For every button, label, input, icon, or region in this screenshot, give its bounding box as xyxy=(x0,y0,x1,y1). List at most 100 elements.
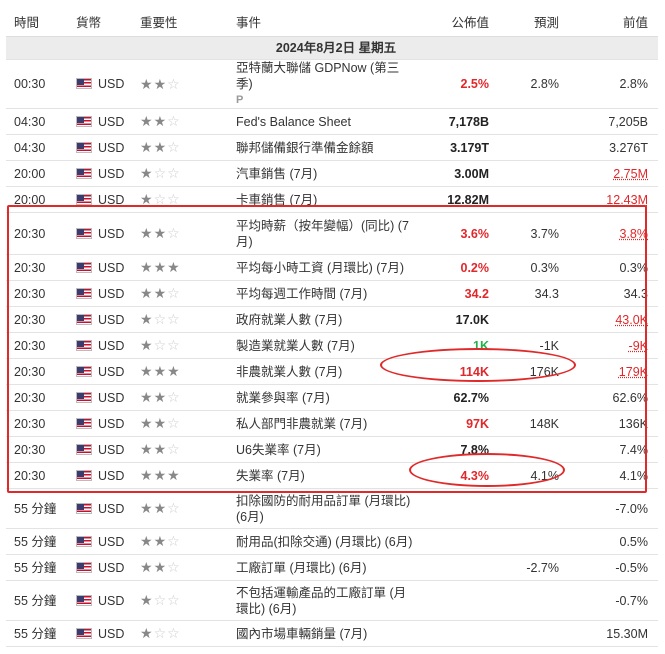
time-cell: 20:30 xyxy=(6,410,68,437)
event-cell[interactable]: 非農就業人數 (7月) xyxy=(228,358,414,385)
forecast-cell xyxy=(499,580,569,621)
us-flag-icon xyxy=(76,78,92,89)
col-currency[interactable]: 貨幣 xyxy=(68,6,132,37)
event-cell[interactable]: 汽車銷售 (7月) xyxy=(228,160,414,187)
event-cell[interactable]: 工廠訂單 (月環比) (6月) xyxy=(228,554,414,581)
table-row[interactable]: 20:30 USD ★☆☆ 政府就業人數 (7月) 17.0K 43.0K xyxy=(6,306,658,333)
importance-cell: ★★☆ xyxy=(132,108,228,135)
table-row[interactable]: 55 分鐘 USD ★★☆ 耐用品(扣除交通) (月環比) (6月) 0.5% xyxy=(6,528,658,555)
event-cell[interactable]: 亞特蘭大聯儲 GDPNow (第三季) P xyxy=(228,59,414,109)
table-row[interactable]: 20:30 USD ★★★ 失業率 (7月) 4.3% 4.1% 4.1% xyxy=(6,462,658,489)
table-row[interactable]: 20:30 USD ★★☆ U6失業率 (7月) 7.8% 7.4% xyxy=(6,436,658,463)
event-name[interactable]: 亞特蘭大聯儲 GDPNow (第三季) xyxy=(236,61,400,91)
event-cell[interactable]: 平均每小時工資 (月環比) (7月) xyxy=(228,254,414,281)
star-filled-icon: ★ xyxy=(153,500,168,516)
event-name[interactable]: 政府就業人數 (7月) xyxy=(236,312,343,327)
event-cell[interactable]: Fed's Balance Sheet xyxy=(228,108,414,135)
col-time[interactable]: 時間 xyxy=(6,6,68,37)
currency-label: USD xyxy=(98,338,125,353)
currency-label: USD xyxy=(98,166,125,181)
table-row[interactable]: 04:30 USD ★★☆ 聯邦儲備銀行準備金餘額 3.179T 3.276T xyxy=(6,134,658,161)
event-cell[interactable]: 卡車銷售 (7月) xyxy=(228,186,414,213)
event-name[interactable]: Fed's Balance Sheet xyxy=(236,114,351,129)
event-name[interactable]: 失業率 (7月) xyxy=(236,468,305,483)
event-name[interactable]: 不包括運輸產品的工廠訂單 (月環比) (6月) xyxy=(236,585,407,616)
table-row[interactable]: 20:30 USD ★★☆ 平均每週工作時間 (7月) 34.2 34.3 34.3 xyxy=(6,280,658,307)
currency-cell: USD xyxy=(68,134,132,161)
col-event[interactable]: 事件 xyxy=(228,6,414,37)
event-name[interactable]: 國內市場車輛銷量 (7月) xyxy=(236,626,368,641)
actual-cell: 7,178B xyxy=(414,108,499,135)
col-previous[interactable]: 前值 xyxy=(569,6,658,37)
event-name[interactable]: 聯邦儲備銀行準備金餘額 xyxy=(236,140,374,155)
star-empty-icon: ☆ xyxy=(167,285,181,301)
event-name[interactable]: 汽車銷售 (7月) xyxy=(236,166,318,181)
event-cell[interactable]: 製造業就業人數 (7月) xyxy=(228,332,414,359)
event-cell[interactable]: 失業率 (7月) xyxy=(228,462,414,489)
table-row[interactable]: 55 分鐘 USD ★★☆ 扣除國防的耐用品訂單 (月環比) (6月) -7.0% xyxy=(6,488,658,529)
star-empty-icon: ☆ xyxy=(167,592,181,608)
table-row[interactable]: 20:30 USD ★★★ 非農就業人數 (7月) 114K 176K 179K xyxy=(6,358,658,385)
event-name[interactable]: 工廠訂單 (月環比) (6月) xyxy=(236,560,367,575)
time-cell: 20:30 xyxy=(6,254,68,281)
importance-cell: ★★☆ xyxy=(132,59,228,109)
star-filled-icon: ★ xyxy=(153,389,168,405)
event-cell[interactable]: 私人部門非農就業 (7月) xyxy=(228,410,414,437)
actual-cell: 97K xyxy=(414,410,499,437)
event-cell[interactable]: 不包括運輸產品的工廠訂單 (月環比) (6月) xyxy=(228,580,414,621)
col-importance[interactable]: 重要性 xyxy=(132,6,228,37)
event-name[interactable]: 卡車銷售 (7月) xyxy=(236,192,318,207)
event-cell[interactable]: U6失業率 (7月) xyxy=(228,436,414,463)
table-row[interactable]: 20:00 USD ★☆☆ 汽車銷售 (7月) 3.00M 2.75M xyxy=(6,160,658,187)
currency-cell: USD xyxy=(68,488,132,529)
actual-cell xyxy=(414,554,499,581)
col-forecast[interactable]: 預測 xyxy=(499,6,569,37)
forecast-cell xyxy=(499,620,569,647)
us-flag-icon xyxy=(76,339,92,351)
star-empty-icon: ☆ xyxy=(167,139,181,155)
table-row[interactable]: 55 分鐘 USD ★★☆ 工廠訂單 (月環比) (6月) -2.7% -0.5% xyxy=(6,554,658,581)
event-name[interactable]: 製造業就業人數 (7月) xyxy=(236,338,355,353)
event-cell[interactable]: 就業參與率 (7月) xyxy=(228,384,414,411)
event-name[interactable]: 私人部門非農就業 (7月) xyxy=(236,416,368,431)
table-row[interactable]: 55 分鐘 USD ★☆☆ 國內市場車輛銷量 (7月) 15.30M xyxy=(6,620,658,647)
event-cell[interactable]: 平均時薪（按年變幅）(同比) (7月) xyxy=(228,212,414,255)
star-filled-icon: ★ xyxy=(140,592,154,608)
table-row[interactable]: 20:00 USD ★☆☆ 卡車銷售 (7月) 12.82M 12.43M xyxy=(6,186,658,213)
star-filled-icon: ★ xyxy=(153,559,168,575)
table-row[interactable]: 20:30 USD ★★☆ 私人部門非農就業 (7月) 97K 148K 136K xyxy=(6,410,658,437)
us-flag-icon xyxy=(76,417,92,429)
event-name[interactable]: 平均每週工作時間 (7月) xyxy=(236,286,368,301)
table-row[interactable]: 55 分鐘 USD ★☆☆ 不包括運輸產品的工廠訂單 (月環比) (6月) -0.7% xyxy=(6,580,658,621)
previous-cell: 0.3% xyxy=(569,254,658,281)
table-row[interactable]: 20:30 USD ★★★ 平均每小時工資 (月環比) (7月) 0.2% 0.3% 0.3… xyxy=(6,254,658,281)
table-row[interactable]: 04:30 USD ★★☆ Fed's Balance Sheet 7,178B 7,20… xyxy=(6,108,658,135)
table-row[interactable]: 00:30 USD ★★☆ 亞特蘭大聯儲 GDPNow (第三季) P 2.5% 2.8% 2… xyxy=(6,59,658,109)
event-cell[interactable]: 平均每週工作時間 (7月) xyxy=(228,280,414,307)
event-cell[interactable]: 聯邦儲備銀行準備金餘額 xyxy=(228,134,414,161)
star-empty-icon: ☆ xyxy=(167,165,181,181)
event-cell[interactable]: 國內市場車輛銷量 (7月) xyxy=(228,620,414,647)
event-cell[interactable]: 耐用品(扣除交通) (月環比) (6月) xyxy=(228,528,414,555)
table-row[interactable]: 20:30 USD ★☆☆ 製造業就業人數 (7月) 1K -1K -9K xyxy=(6,332,658,359)
time-cell: 55 分鐘 xyxy=(6,580,68,621)
event-name[interactable]: 就業參與率 (7月) xyxy=(236,390,330,405)
event-name[interactable]: 扣除國防的耐用品訂單 (月環比) (6月) xyxy=(236,493,411,524)
importance-cell: ★★☆ xyxy=(132,554,228,581)
table-row[interactable]: 20:30 USD ★★☆ 平均時薪（按年變幅）(同比) (7月) 3.6% 3.7% 3.… xyxy=(6,212,658,255)
table-row[interactable]: 20:30 USD ★★☆ 就業參與率 (7月) 62.7% 62.6% xyxy=(6,384,658,411)
star-filled-icon: ★ xyxy=(153,225,168,241)
event-cell[interactable]: 扣除國防的耐用品訂單 (月環比) (6月) xyxy=(228,488,414,529)
star-filled-icon: ★ xyxy=(153,363,168,379)
currency-cell: USD xyxy=(68,410,132,437)
time-cell: 20:30 xyxy=(6,212,68,255)
event-name[interactable]: 平均時薪（按年變幅）(同比) (7月) xyxy=(236,218,409,249)
col-actual[interactable]: 公佈值 xyxy=(414,6,499,37)
importance-cell: ★★★ xyxy=(132,358,228,385)
event-name[interactable]: 平均每小時工資 (月環比) (7月) xyxy=(236,260,405,275)
actual-cell: 114K xyxy=(414,358,499,385)
event-cell[interactable]: 政府就業人數 (7月) xyxy=(228,306,414,333)
event-name[interactable]: 非農就業人數 (7月) xyxy=(236,364,343,379)
event-name[interactable]: 耐用品(扣除交通) (月環比) (6月) xyxy=(236,534,413,549)
event-name[interactable]: U6失業率 (7月) xyxy=(236,442,321,457)
